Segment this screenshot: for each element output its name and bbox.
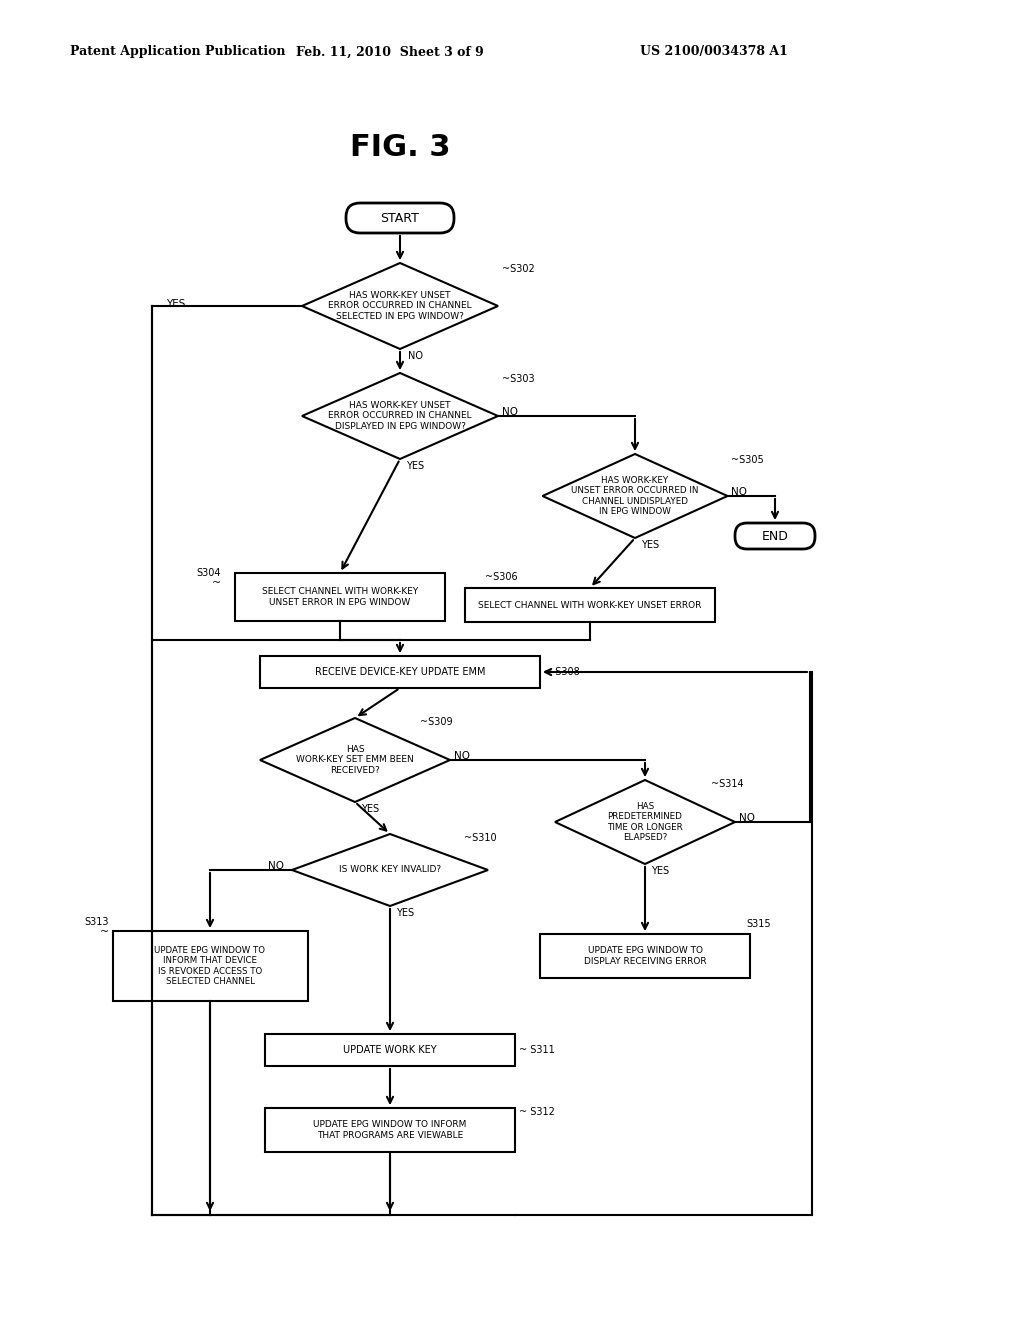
- Text: HAS WORK-KEY UNSET
ERROR OCCURRED IN CHANNEL
DISPLAYED IN EPG WINDOW?: HAS WORK-KEY UNSET ERROR OCCURRED IN CHA…: [328, 401, 472, 430]
- FancyBboxPatch shape: [113, 931, 307, 1001]
- FancyBboxPatch shape: [540, 935, 750, 978]
- Text: NO: NO: [454, 751, 470, 762]
- Text: ~S302: ~S302: [502, 264, 535, 275]
- Polygon shape: [543, 454, 727, 539]
- Text: UPDATE EPG WINDOW TO
INFORM THAT DEVICE
IS REVOKED ACCESS TO
SELECTED CHANNEL: UPDATE EPG WINDOW TO INFORM THAT DEVICE …: [155, 946, 265, 986]
- Text: UPDATE EPG WINDOW TO INFORM
THAT PROGRAMS ARE VIEWABLE: UPDATE EPG WINDOW TO INFORM THAT PROGRAM…: [313, 1121, 467, 1139]
- Polygon shape: [555, 780, 735, 865]
- Text: ~S309: ~S309: [420, 717, 453, 727]
- Text: FIG. 3: FIG. 3: [350, 133, 451, 162]
- Text: YES: YES: [406, 461, 424, 471]
- Text: HAS WORK-KEY UNSET
ERROR OCCURRED IN CHANNEL
SELECTED IN EPG WINDOW?: HAS WORK-KEY UNSET ERROR OCCURRED IN CHA…: [328, 292, 472, 321]
- Text: S313: S313: [85, 917, 109, 927]
- FancyBboxPatch shape: [265, 1107, 515, 1152]
- FancyBboxPatch shape: [346, 203, 454, 234]
- Text: YES: YES: [641, 540, 659, 550]
- Text: YES: YES: [166, 300, 185, 309]
- Text: HAS WORK-KEY
UNSET ERROR OCCURRED IN
CHANNEL UNDISPLAYED
IN EPG WINDOW: HAS WORK-KEY UNSET ERROR OCCURRED IN CHA…: [571, 477, 698, 516]
- Text: S304: S304: [197, 568, 221, 578]
- Polygon shape: [302, 374, 498, 459]
- Text: ~S310: ~S310: [464, 833, 497, 843]
- Polygon shape: [260, 718, 450, 803]
- Text: UPDATE EPG WINDOW TO
DISPLAY RECEIVING ERROR: UPDATE EPG WINDOW TO DISPLAY RECEIVING E…: [584, 946, 707, 966]
- Text: NO: NO: [731, 487, 746, 498]
- Text: SELECT CHANNEL WITH WORK-KEY UNSET ERROR: SELECT CHANNEL WITH WORK-KEY UNSET ERROR: [478, 601, 701, 610]
- Text: ~S306: ~S306: [485, 572, 517, 582]
- Text: ~ S312: ~ S312: [519, 1107, 555, 1117]
- Text: US 2100/0034378 A1: US 2100/0034378 A1: [640, 45, 787, 58]
- Text: ~: ~: [99, 927, 109, 937]
- Text: HAS
WORK-KEY SET EMM BEEN
RECEIVED?: HAS WORK-KEY SET EMM BEEN RECEIVED?: [296, 744, 414, 775]
- Text: UPDATE WORK KEY: UPDATE WORK KEY: [343, 1045, 437, 1055]
- Text: NO: NO: [408, 351, 423, 360]
- Text: NO: NO: [268, 861, 284, 871]
- Text: Patent Application Publication: Patent Application Publication: [70, 45, 286, 58]
- Text: ~S303: ~S303: [502, 374, 535, 384]
- Text: YES: YES: [361, 804, 379, 814]
- Text: IS WORK KEY INVALID?: IS WORK KEY INVALID?: [339, 866, 441, 874]
- Text: YES: YES: [396, 908, 414, 917]
- Polygon shape: [292, 834, 488, 906]
- Text: NO: NO: [739, 813, 755, 822]
- FancyBboxPatch shape: [735, 523, 815, 549]
- Text: ~ S308: ~ S308: [544, 667, 580, 677]
- Text: ~: ~: [212, 578, 221, 587]
- Text: SELECT CHANNEL WITH WORK-KEY
UNSET ERROR IN EPG WINDOW: SELECT CHANNEL WITH WORK-KEY UNSET ERROR…: [262, 587, 418, 607]
- Text: Feb. 11, 2010  Sheet 3 of 9: Feb. 11, 2010 Sheet 3 of 9: [296, 45, 484, 58]
- Text: START: START: [381, 211, 420, 224]
- Text: ~ S311: ~ S311: [519, 1045, 555, 1055]
- FancyBboxPatch shape: [465, 587, 715, 622]
- FancyBboxPatch shape: [265, 1034, 515, 1067]
- FancyBboxPatch shape: [260, 656, 540, 688]
- Text: S315: S315: [746, 919, 771, 929]
- Text: END: END: [762, 529, 788, 543]
- Text: HAS
PREDETERMINED
TIME OR LONGER
ELAPSED?: HAS PREDETERMINED TIME OR LONGER ELAPSED…: [607, 801, 683, 842]
- Text: YES: YES: [651, 866, 669, 876]
- FancyBboxPatch shape: [234, 573, 445, 620]
- Text: ~S305: ~S305: [731, 455, 764, 465]
- Text: RECEIVE DEVICE-KEY UPDATE EMM: RECEIVE DEVICE-KEY UPDATE EMM: [314, 667, 485, 677]
- Polygon shape: [302, 263, 498, 348]
- Text: NO: NO: [502, 407, 518, 417]
- Text: ~S314: ~S314: [711, 779, 743, 789]
